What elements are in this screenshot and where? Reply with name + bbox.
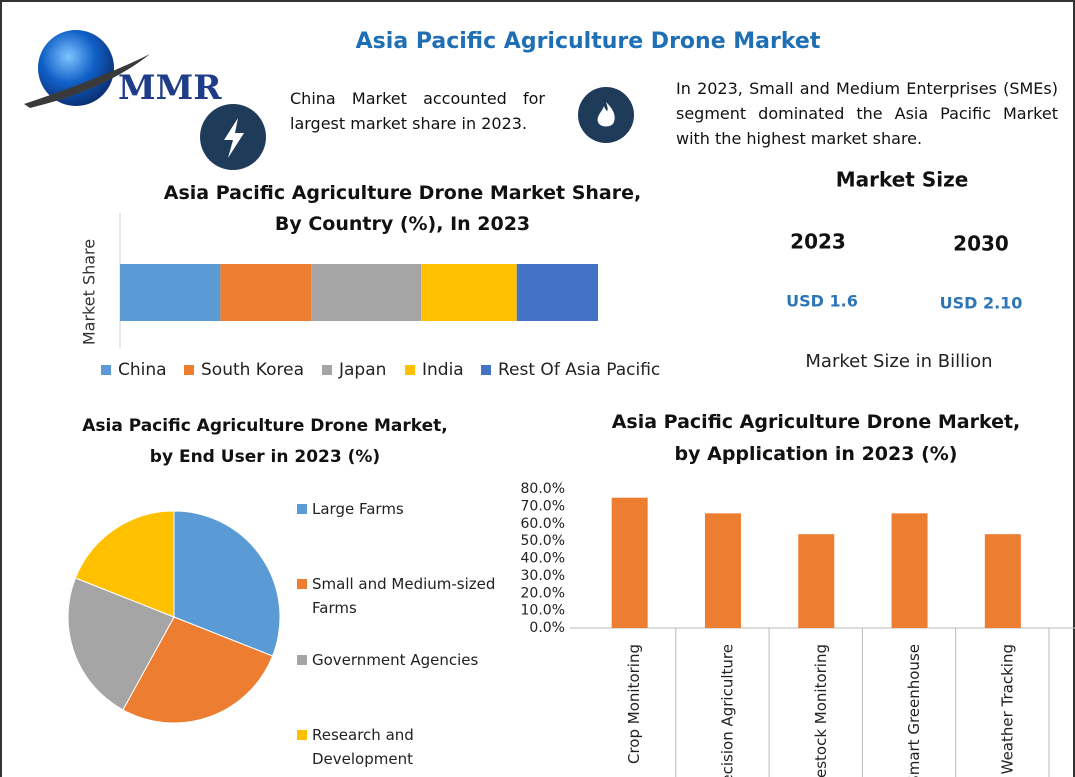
y-tick-label: 50.0%: [521, 533, 565, 549]
bar: [704, 513, 741, 628]
legend-swatch: [297, 730, 307, 740]
page-title: Asia Pacific Agriculture Drone Market: [356, 29, 821, 54]
logo-swoosh: [24, 54, 150, 108]
logo-globe: [38, 30, 114, 106]
pie-slice: [67, 577, 175, 711]
y-tick-label: 10.0%: [521, 603, 565, 619]
y-tick-label: 80.0%: [521, 481, 565, 497]
y-tick-label: 0.0%: [529, 620, 565, 636]
note: In 2023, Small and Medium Enterprises (S…: [676, 79, 1058, 148]
legend-swatch: [297, 579, 307, 589]
pie-slice: [173, 510, 281, 657]
bar-segment: [421, 264, 517, 321]
x-tick-label: Crop Monitoring: [625, 644, 643, 764]
market-size-value: USD 1.6: [786, 292, 858, 311]
legend-swatch: [101, 365, 111, 375]
legend-swatch: [405, 365, 415, 375]
market-size-value: USD 2.10: [940, 294, 1023, 313]
y-tick-label: 60.0%: [521, 516, 565, 532]
y-tick-label: 30.0%: [521, 568, 565, 584]
legend-swatch: [481, 365, 491, 375]
legend-label: Rest Of Asia Pacific: [498, 360, 660, 380]
x-tick-label: Precision Agriculture: [718, 644, 736, 777]
logo: MMR: [24, 30, 222, 108]
y-tick-label: 70.0%: [521, 498, 565, 514]
x-tick-label: Weather Tracking: [998, 644, 1016, 774]
bar-segment: [120, 264, 221, 321]
bar-segment: [516, 264, 598, 321]
y-tick-label: 20.0%: [521, 585, 565, 601]
icon-glyph: [224, 118, 244, 158]
legend-label: Japan: [338, 360, 386, 380]
market-size-title: Market Size: [836, 168, 969, 192]
market-size-year: 2023: [790, 230, 846, 254]
bar: [891, 513, 928, 628]
legend-swatch: [322, 365, 332, 375]
legend-label: South Korea: [201, 360, 304, 380]
legend-swatch: [297, 655, 307, 665]
legend-label: China: [118, 360, 167, 380]
pie-slice: [122, 616, 274, 724]
bar: [798, 534, 835, 628]
chart-title: Asia Pacific Agriculture Drone Market Sh…: [163, 182, 642, 235]
legend-swatch: [297, 504, 307, 514]
legend-label: India: [422, 360, 464, 380]
bar-segment: [220, 264, 312, 321]
legend-label: Research and Development: [312, 726, 414, 768]
icon-bolt: [200, 104, 266, 170]
market-size-note: Market Size in Billion: [805, 351, 992, 372]
icon-flame: [578, 87, 634, 143]
legend-label: Small and Medium-sized Farms: [312, 575, 496, 617]
legend-label: Large Farms: [312, 500, 404, 518]
market-size-year: 2030: [953, 232, 1009, 256]
chart-title: Asia Pacific Agriculture Drone Market, b…: [82, 416, 448, 467]
market-size: Market Size 2023 2030 USD 1.6 USD 2.10 M…: [786, 168, 1022, 373]
logo-text: MMR: [118, 68, 222, 108]
legend-label: Government Agencies: [312, 651, 479, 669]
x-tick-label: Livestock Monitoring: [812, 644, 830, 777]
y-tick-label: 40.0%: [521, 551, 565, 567]
note: China Market accounted for largest marke…: [290, 89, 545, 133]
pie-slice: [74, 510, 175, 618]
bar-segment: [311, 264, 422, 321]
bar: [984, 534, 1021, 628]
icon-glyph: [597, 102, 615, 127]
chart-title: Asia Pacific Agriculture Drone Market, b…: [611, 411, 1021, 465]
legend-swatch: [184, 365, 194, 375]
x-tick-label: Smart Greenhouse: [905, 644, 923, 777]
bar: [611, 497, 648, 628]
y-axis-label: Market Share: [80, 239, 99, 345]
